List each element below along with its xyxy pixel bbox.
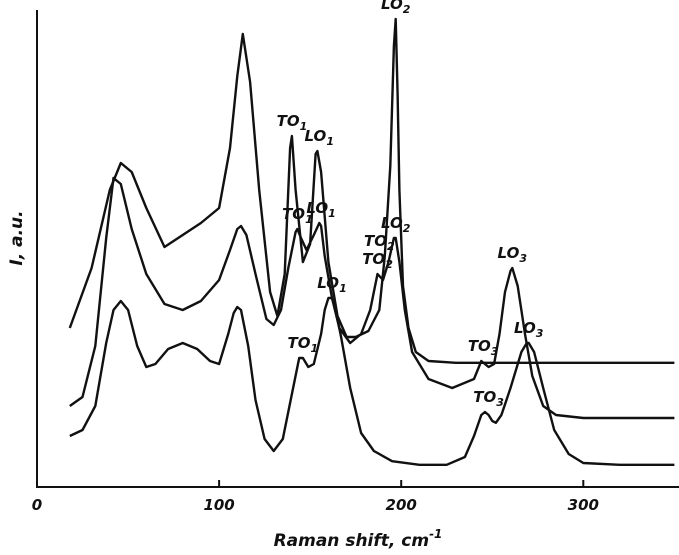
peak-label-mode: LO — [381, 0, 403, 13]
peak-label: LO1 — [317, 274, 346, 295]
peak-label-index: 1 — [328, 207, 336, 220]
y-axis-title: I, a.u. — [7, 210, 27, 265]
x-tick-label: 0 — [32, 496, 42, 514]
peak-label-mode: TO — [468, 337, 491, 355]
peak-label-mode: LO — [498, 244, 520, 262]
peak-label-index: 1 — [311, 342, 319, 355]
peak-label: LO2 — [381, 214, 411, 235]
peak-label-index: 2 — [403, 222, 411, 235]
peak-label-mode: LO — [306, 199, 328, 217]
peak-label-index: 3 — [496, 396, 504, 409]
peak-label: TO1 — [277, 112, 308, 133]
peak-label-mode: TO — [362, 250, 385, 268]
peak-label-index: 2 — [387, 240, 395, 253]
x-tick-label: 100 — [203, 496, 234, 514]
x-ticks: 0 100 200 300 — [32, 480, 599, 514]
x-axis-title-text: Raman shift, cm — [274, 531, 430, 551]
peak-label: LO3 — [498, 244, 528, 265]
x-tick-label: 300 — [568, 496, 599, 514]
peak-label-mode: LO — [514, 319, 536, 337]
peak-label-index: 1 — [326, 135, 334, 148]
x-tick-label: 200 — [386, 496, 417, 514]
peak-label-mode: LO — [317, 274, 339, 292]
spectra-curves — [68, 17, 675, 466]
peak-label: TO2 — [362, 250, 393, 271]
peak-label-index: 3 — [491, 345, 499, 358]
x-axis-title-sup: -1 — [429, 527, 442, 541]
spectrum-curve-1 — [68, 17, 675, 364]
peak-label-mode: LO — [381, 214, 403, 232]
peak-label: LO1 — [305, 127, 334, 148]
peak-label: TO2 — [364, 232, 395, 253]
peak-label-index: 2 — [403, 3, 411, 16]
peak-label-index: 3 — [519, 252, 527, 265]
peak-label-mode: TO — [288, 334, 311, 352]
peak-label-mode: TO — [282, 205, 305, 223]
spectrum-curve-3 — [69, 296, 675, 466]
peak-label-index: 1 — [300, 120, 308, 133]
peak-label-mode: TO — [364, 232, 387, 250]
peak-label: LO2 — [381, 0, 411, 16]
peak-label-index: 1 — [305, 213, 313, 226]
peak-label-index: 2 — [385, 258, 393, 271]
peak-label-index: 1 — [339, 282, 347, 295]
spectrum-curve-2 — [69, 176, 675, 420]
peak-label: TO1 — [282, 205, 313, 226]
peak-label: LO3 — [514, 319, 544, 340]
peak-label: TO3 — [468, 337, 499, 358]
peak-label-mode: LO — [305, 127, 327, 145]
peak-label-mode: TO — [277, 112, 300, 130]
peak-label: LO1 — [306, 199, 335, 220]
peak-label-index: 3 — [536, 327, 544, 340]
peak-label-mode: TO — [473, 388, 496, 406]
peak-label: TO3 — [473, 388, 504, 409]
peak-labels: TO1LO1TO2LO2TO1LO1TO2LO2TO3LO3TO1LO1TO3L… — [277, 0, 544, 409]
peak-label: TO1 — [288, 334, 319, 355]
x-axis-title: Raman shift, cm-1 — [274, 527, 443, 551]
